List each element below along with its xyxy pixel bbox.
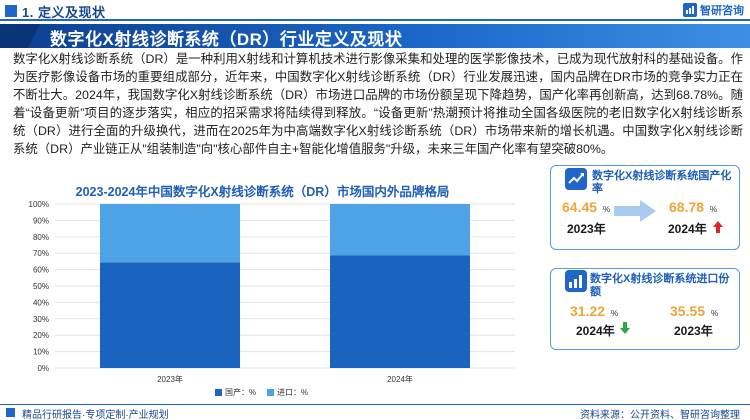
y-tick-label: 70% <box>33 249 49 258</box>
x-tick-label: 2024年 <box>387 374 413 384</box>
chart-title: 2023-2024年中国数字化X射线诊断系统（DR）市场国内外品牌格局 <box>75 185 450 199</box>
import-2024-unit: % <box>611 309 619 318</box>
footer-source: 资料来源：公开资料、智研咨询整理 <box>580 410 740 420</box>
import-2023-value: 35.55 <box>670 303 706 319</box>
import-2023-year: 2023年 <box>674 324 713 338</box>
y-tick-label: 60% <box>33 266 49 275</box>
legend-label: 国产：% <box>225 387 256 397</box>
footer-rule <box>0 404 750 405</box>
domestic-2024-value: 68.78 <box>669 199 705 215</box>
footer-tagline: 精品行研报告·专项定制·产业规划 <box>22 410 169 420</box>
section-marker-icon <box>5 5 17 17</box>
bar-import <box>100 204 240 263</box>
logo-text: 智研咨询 <box>700 5 744 17</box>
bar-domestic <box>100 262 240 368</box>
intro-paragraph: 数字化X射线诊断系统（DR）是一种利用X射线和计算机技术进行影像采集和处理的医学… <box>13 52 743 156</box>
y-tick-label: 90% <box>33 216 49 225</box>
transition-arrow-icon <box>614 200 656 222</box>
domestic-2024-unit: % <box>710 205 718 214</box>
y-tick-label: 0% <box>37 364 49 373</box>
page-title: 数字化X射线诊断系统（DR）行业定义及现状 <box>50 30 403 49</box>
y-tick-label: 100% <box>29 200 49 209</box>
chart-svg: 0% 10% 20% 30% 40% 50% 60% 70% 80% 90% 100% 2023年 20… <box>29 200 515 397</box>
logo-icon <box>683 3 697 17</box>
y-tick-label: 30% <box>33 315 49 324</box>
y-tick-label: 80% <box>33 233 49 242</box>
brand-logo: 智研咨询 <box>683 2 744 18</box>
legend-swatch <box>215 389 222 396</box>
section-title: 1. 定义及现状 <box>22 5 106 20</box>
legend-label: 进口：% <box>277 388 308 397</box>
x-tick-label: 2023年 <box>157 374 183 384</box>
y-tick-label: 10% <box>33 348 49 357</box>
footer-marker-icon <box>6 408 15 417</box>
market-share-chart: 0% 10% 20% 30% 40% 50% 60% 70% 80% 90% 100% 2023年 20… <box>15 196 525 402</box>
domestic-2024-year: 2024年 <box>668 222 707 236</box>
y-tick-label: 40% <box>33 298 49 307</box>
bar-import <box>330 204 470 256</box>
import-share-title: 数字化X射线诊断系统进口份额 <box>590 273 730 298</box>
arrow-down-icon <box>620 322 630 334</box>
import-2023-unit: % <box>711 309 719 318</box>
domestic-rate-title: 数字化X射线诊断系统国产化率 <box>592 170 732 195</box>
bar-chart-icon <box>565 270 587 292</box>
import-2024-year: 2024年 <box>576 324 615 338</box>
domestic-2023-year: 2023年 <box>567 222 606 236</box>
header-rule <box>0 19 750 21</box>
bar-domestic <box>330 255 470 368</box>
arrow-up-icon <box>713 221 723 233</box>
domestic-2023-value: 64.45 <box>562 199 598 215</box>
top-header: 1. 定义及现状 智研咨询 <box>0 0 750 22</box>
import-2024-value: 31.22 <box>570 303 606 319</box>
banner-accent <box>0 24 40 48</box>
title-banner: 数字化X射线诊断系统（DR）行业定义及现状 <box>0 24 750 49</box>
y-tick-label: 20% <box>33 331 49 340</box>
chart-growth-icon <box>565 168 587 190</box>
y-tick-label: 50% <box>33 282 49 291</box>
domestic-2023-unit: % <box>603 205 611 214</box>
legend-swatch <box>267 389 274 396</box>
